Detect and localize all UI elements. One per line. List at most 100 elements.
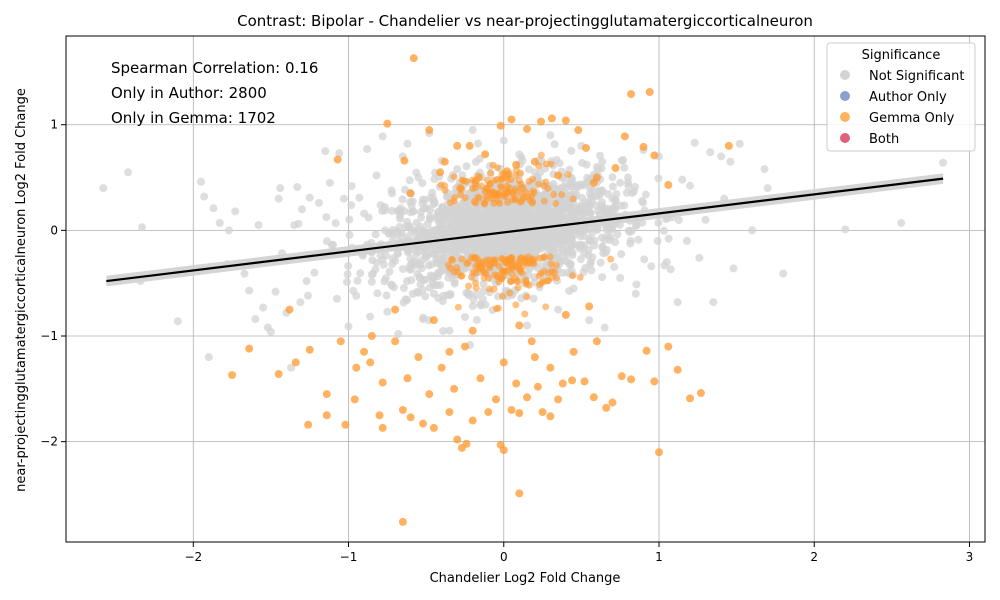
point-gemma-only xyxy=(664,180,673,189)
point-not-significant xyxy=(173,317,182,326)
point-gemma-only xyxy=(274,370,283,379)
point-gemma-only xyxy=(515,409,524,418)
point-gemma-only xyxy=(228,371,237,380)
point-not-significant xyxy=(616,178,625,187)
point-gemma-only xyxy=(504,187,512,195)
point-gemma-only xyxy=(490,258,498,266)
point-gemma-only xyxy=(460,342,469,351)
point-gemma-only xyxy=(481,150,490,159)
point-gemma-only xyxy=(558,379,567,388)
point-not-significant xyxy=(600,323,609,332)
point-not-significant xyxy=(344,262,353,271)
point-not-significant xyxy=(411,245,420,254)
point-not-significant xyxy=(254,221,263,230)
point-gemma-only xyxy=(514,284,522,292)
point-not-significant xyxy=(690,138,699,147)
point-gemma-only xyxy=(425,390,434,399)
point-gemma-only xyxy=(445,347,454,356)
point-not-significant xyxy=(556,225,565,234)
point-not-significant xyxy=(569,284,578,293)
point-not-significant xyxy=(296,298,305,307)
point-not-significant xyxy=(464,207,473,216)
point-not-significant xyxy=(729,264,738,273)
point-gemma-only xyxy=(398,405,407,414)
point-gemma-only xyxy=(462,439,471,448)
point-not-significant xyxy=(457,242,466,251)
point-not-significant xyxy=(558,245,567,254)
point-not-significant xyxy=(325,178,334,187)
point-not-significant xyxy=(674,216,683,225)
point-not-significant xyxy=(510,215,519,224)
point-not-significant xyxy=(439,243,448,252)
point-gemma-only xyxy=(429,423,438,432)
point-gemma-only xyxy=(468,273,476,281)
point-not-significant xyxy=(413,287,422,296)
point-gemma-only xyxy=(569,347,578,356)
point-gemma-only xyxy=(471,176,480,185)
point-not-significant xyxy=(332,294,341,303)
point-not-significant xyxy=(421,292,430,301)
point-not-significant xyxy=(407,201,416,210)
point-gemma-only xyxy=(463,177,471,185)
point-not-significant xyxy=(378,132,387,141)
point-gemma-only xyxy=(592,337,601,346)
point-not-significant xyxy=(251,315,260,324)
point-gemma-only xyxy=(511,185,519,193)
point-gemma-only xyxy=(608,398,617,407)
point-not-significant xyxy=(588,253,597,262)
point-not-significant xyxy=(517,294,526,303)
point-not-significant xyxy=(343,277,352,286)
point-not-significant xyxy=(468,302,477,311)
point-gemma-only xyxy=(602,403,611,412)
point-not-significant xyxy=(367,277,376,286)
point-gemma-only xyxy=(502,167,511,176)
point-gemma-only xyxy=(512,160,521,169)
legend-marker-not-significant xyxy=(840,70,850,80)
point-not-significant xyxy=(373,289,382,298)
point-gemma-only xyxy=(576,273,584,281)
point-not-significant xyxy=(391,256,400,265)
point-not-significant xyxy=(598,273,607,282)
point-gemma-only xyxy=(512,196,520,204)
point-not-significant xyxy=(615,220,624,229)
legend-title: Significance xyxy=(862,48,941,63)
point-gemma-only xyxy=(444,261,452,269)
point-gemma-only xyxy=(627,375,636,384)
point-gemma-only xyxy=(499,446,508,455)
point-not-significant xyxy=(405,176,414,185)
point-not-significant xyxy=(616,273,625,282)
point-gemma-only xyxy=(483,195,491,203)
point-not-significant xyxy=(760,165,769,174)
point-not-significant xyxy=(99,184,108,193)
point-gemma-only xyxy=(472,184,480,192)
point-gemma-only xyxy=(564,171,572,179)
point-gemma-only xyxy=(528,259,536,267)
point-not-significant xyxy=(576,242,585,251)
point-not-significant xyxy=(416,222,425,231)
point-not-significant xyxy=(606,233,615,242)
point-not-significant xyxy=(439,224,448,233)
point-not-significant xyxy=(617,156,626,165)
point-gemma-only xyxy=(558,191,566,199)
point-not-significant xyxy=(608,194,617,203)
point-gemma-only xyxy=(554,171,563,180)
point-not-significant xyxy=(388,230,397,239)
point-not-significant xyxy=(586,184,595,193)
point-not-significant xyxy=(136,277,145,286)
point-not-significant xyxy=(520,246,529,255)
point-not-significant xyxy=(560,196,569,205)
point-gemma-only xyxy=(580,377,589,386)
point-gemma-only xyxy=(322,411,331,420)
point-gemma-only xyxy=(472,269,480,277)
point-not-significant xyxy=(598,243,607,252)
point-gemma-only xyxy=(496,121,505,130)
point-not-significant xyxy=(429,289,438,298)
point-not-significant xyxy=(717,152,726,161)
point-not-significant xyxy=(464,200,473,209)
legend-label-author-only: Author Only xyxy=(869,90,947,105)
point-gemma-only xyxy=(474,193,482,201)
point-gemma-only xyxy=(480,274,488,282)
point-not-significant xyxy=(387,206,396,215)
point-gemma-only xyxy=(518,184,527,193)
point-gemma-only xyxy=(650,377,659,386)
